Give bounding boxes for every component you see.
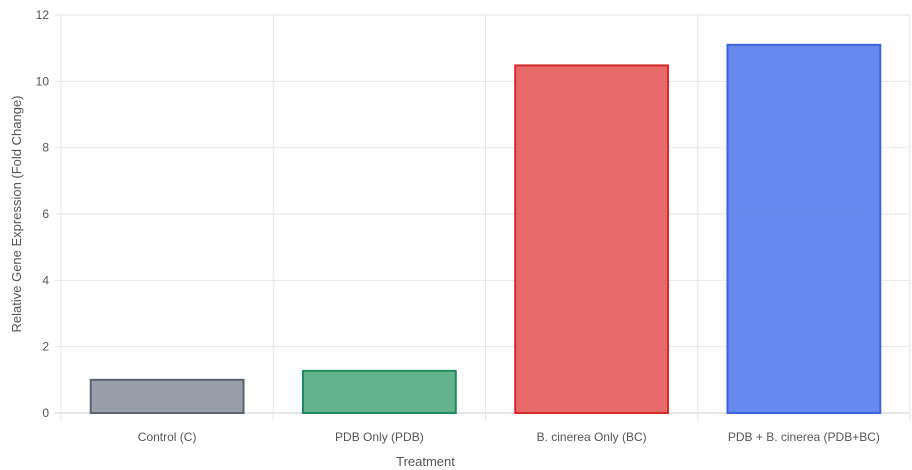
- bar[interactable]: [89, 378, 245, 415]
- bar[interactable]: [514, 64, 670, 414]
- y-tick-label: 10: [36, 74, 50, 88]
- y-tick-label: 12: [36, 8, 50, 22]
- y-axis-title: Relative Gene Expression (Fold Change): [9, 95, 24, 332]
- x-tick-label: Control (C): [138, 430, 197, 444]
- tick-labels: 0 2 4 6 8 10 12 Control (C) PDB Only (PDB) B. cin…: [36, 8, 880, 444]
- bar[interactable]: [301, 369, 457, 414]
- bars: [89, 43, 882, 415]
- axes: Relative Gene Expression (Fold Change) T…: [9, 95, 455, 469]
- y-tick-label: 2: [42, 340, 49, 354]
- x-tick-label: B. cinerea Only (BC): [537, 430, 647, 444]
- y-tick-label: 4: [42, 273, 49, 287]
- grid-lines: [55, 14, 911, 421]
- x-tick-label: PDB Only (PDB): [335, 430, 424, 444]
- bar[interactable]: [726, 43, 882, 414]
- x-axis-title: Treatment: [396, 454, 455, 469]
- y-tick-label: 0: [42, 406, 49, 420]
- y-tick-label: 8: [42, 141, 49, 155]
- x-tick-label: PDB + B. cinerea (PDB+BC): [728, 430, 880, 444]
- y-tick-label: 6: [42, 207, 49, 221]
